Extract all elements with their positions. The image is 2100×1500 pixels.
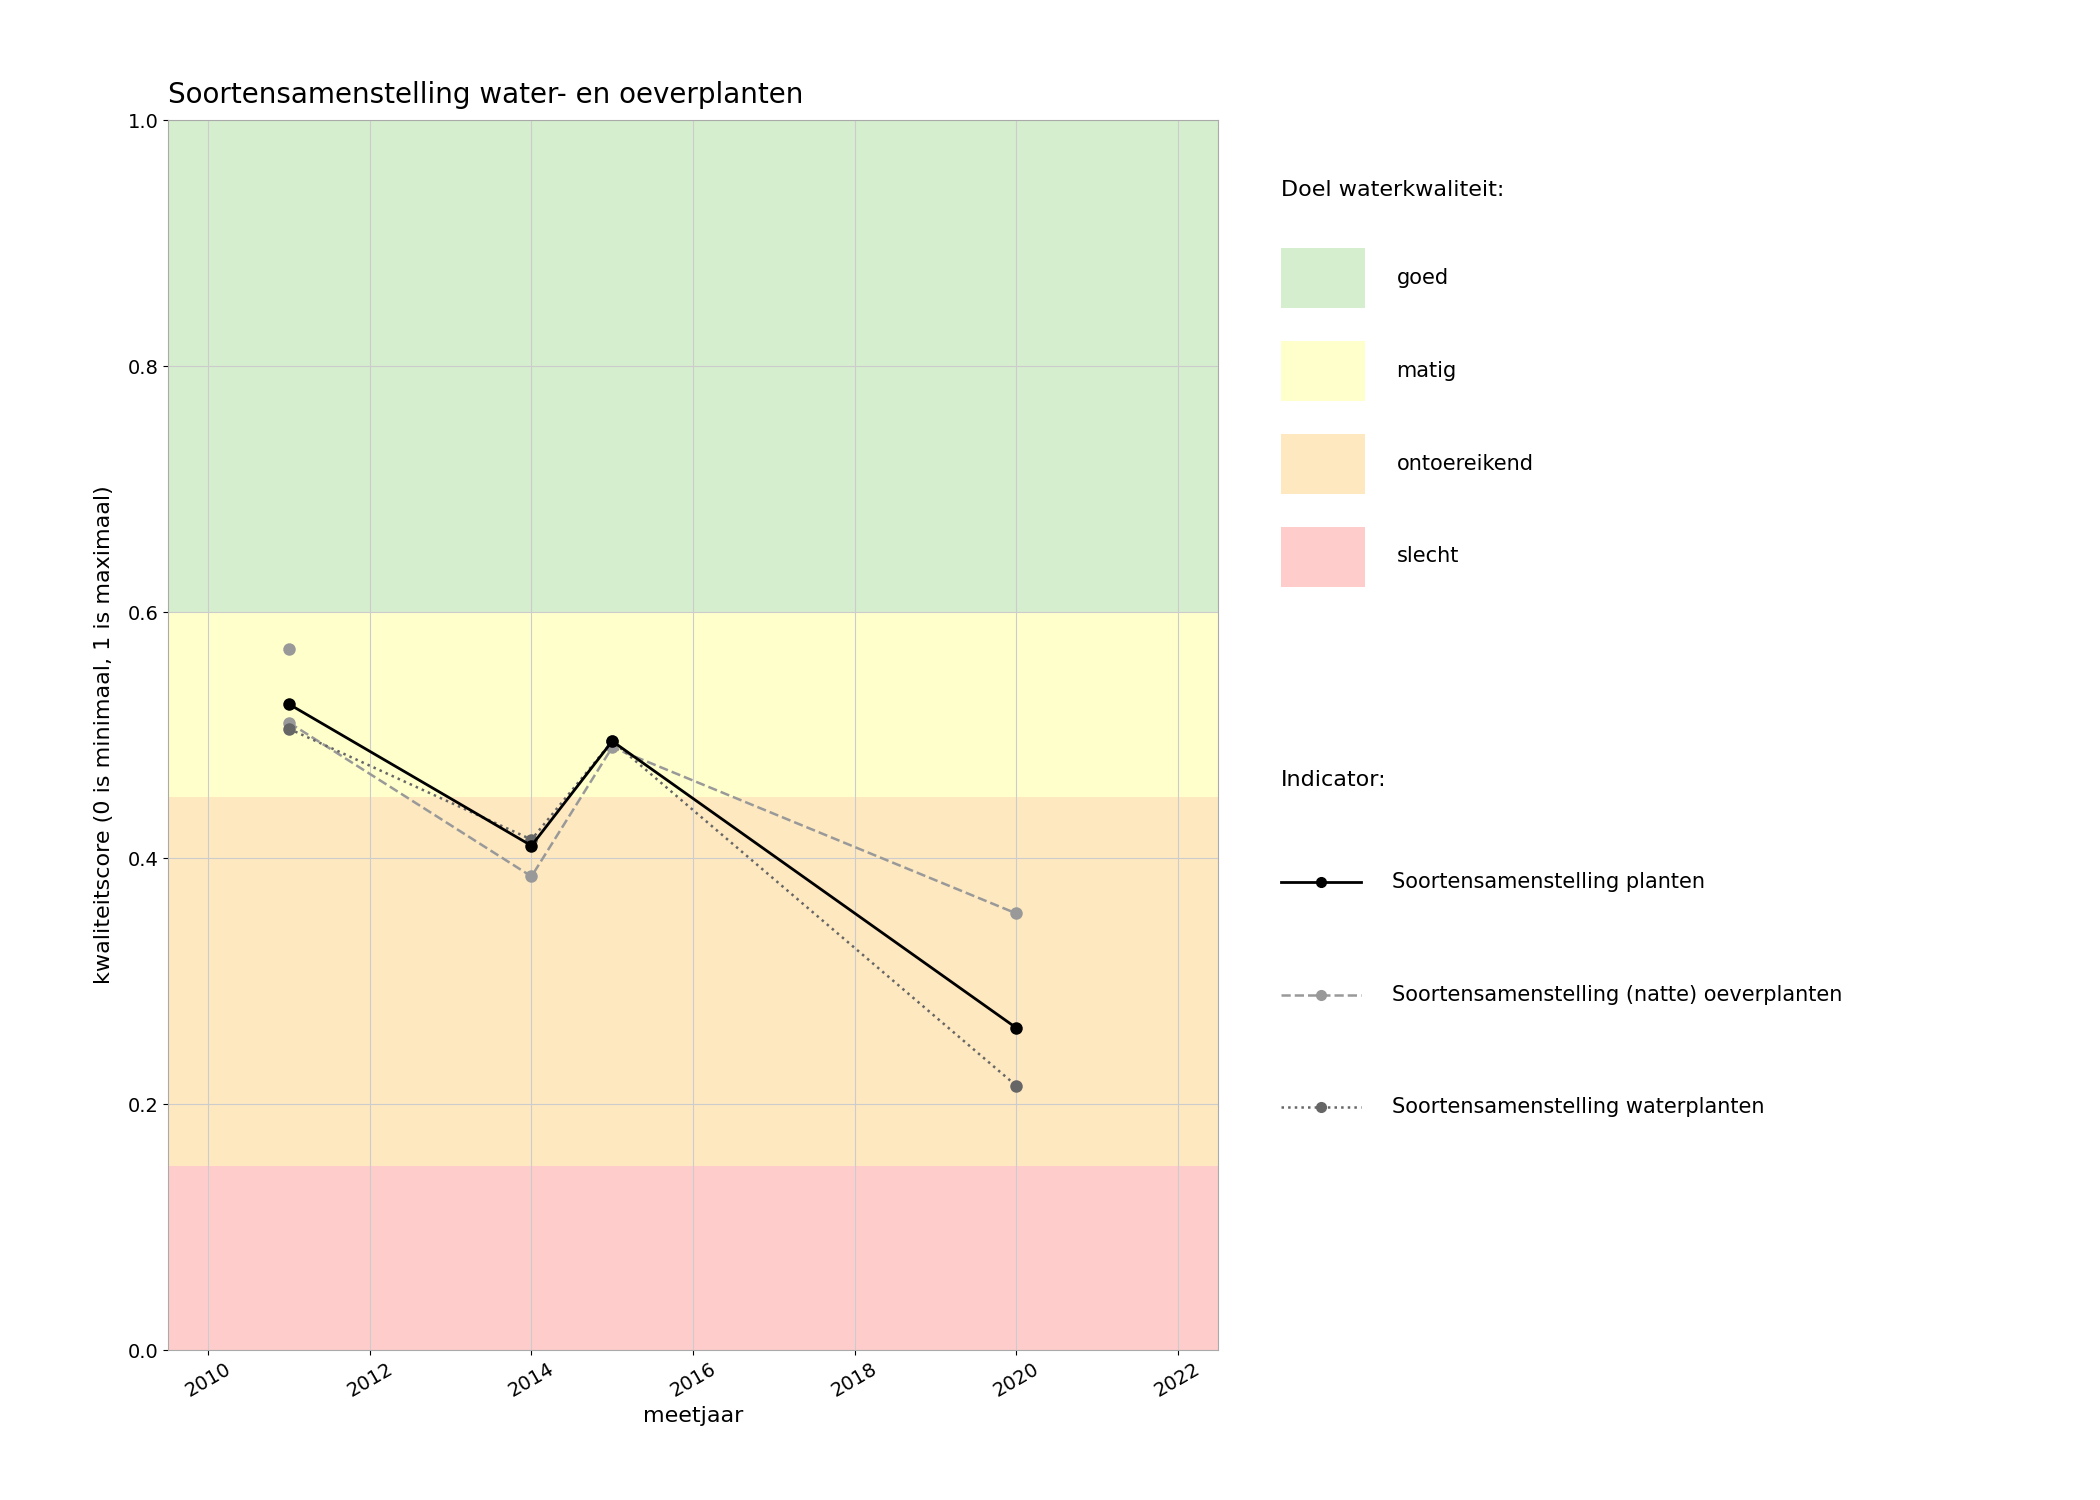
Text: Soortensamenstelling (natte) oeverplanten: Soortensamenstelling (natte) oeverplante…: [1392, 984, 1842, 1005]
Text: Doel waterkwaliteit:: Doel waterkwaliteit:: [1281, 180, 1504, 200]
X-axis label: meetjaar: meetjaar: [643, 1407, 743, 1426]
Point: [273, 693, 307, 717]
Text: ontoereikend: ontoereikend: [1396, 453, 1533, 474]
Bar: [168, 796, 1218, 1166]
Point: [273, 717, 307, 741]
Point: [1000, 1016, 1033, 1040]
Point: [514, 864, 548, 888]
Text: Soortensamenstelling planten: Soortensamenstelling planten: [1392, 871, 1705, 892]
Bar: [168, 120, 1218, 612]
Point: [596, 735, 630, 759]
Point: [1000, 902, 1033, 926]
Text: Soortensamenstelling water- en oeverplanten: Soortensamenstelling water- en oeverplan…: [168, 81, 804, 110]
Text: matig: matig: [1396, 360, 1457, 381]
Text: slecht: slecht: [1396, 546, 1459, 567]
Bar: [168, 1166, 1218, 1350]
Bar: [168, 612, 1218, 797]
Point: [1000, 1074, 1033, 1098]
Text: Indicator:: Indicator:: [1281, 770, 1386, 789]
Point: [514, 828, 548, 852]
Text: goed: goed: [1396, 267, 1449, 288]
Point: [514, 834, 548, 858]
Point: [596, 729, 630, 753]
Point: [273, 638, 307, 662]
Point: [596, 729, 630, 753]
Text: Soortensamenstelling waterplanten: Soortensamenstelling waterplanten: [1392, 1096, 1764, 1118]
Y-axis label: kwaliteitscore (0 is minimaal, 1 is maximaal): kwaliteitscore (0 is minimaal, 1 is maxi…: [94, 486, 113, 984]
Point: [273, 711, 307, 735]
